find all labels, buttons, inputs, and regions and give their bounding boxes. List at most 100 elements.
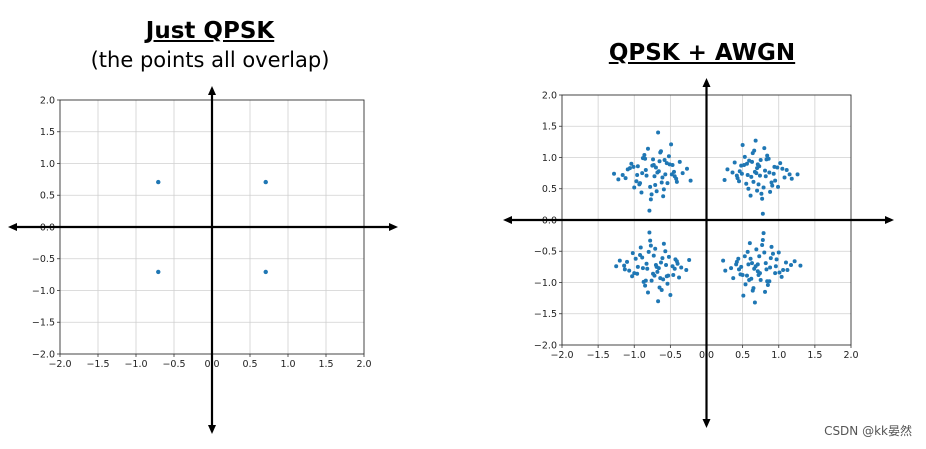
right-x-tick-label: −0.5 <box>659 350 682 361</box>
right-data-point <box>738 272 743 277</box>
right-data-point <box>684 268 689 272</box>
right-x-tick-label: 2.0 <box>843 350 858 361</box>
right-data-point <box>768 189 773 194</box>
right-x-tick-label: 1.0 <box>771 350 786 361</box>
right-data-point <box>663 249 668 254</box>
right-data-point <box>634 179 639 184</box>
right-data-point <box>669 142 674 147</box>
right-y-tick-label: 1.5 <box>542 122 557 133</box>
right-data-point <box>661 277 666 282</box>
right-data-point <box>639 190 644 195</box>
left-x-tick-label: −1.5 <box>86 359 109 370</box>
right-data-point <box>774 257 779 262</box>
right-data-point <box>661 241 666 246</box>
right-data-point <box>638 245 643 250</box>
left-data-point <box>156 269 161 275</box>
right-data-point <box>769 244 774 249</box>
right-y-tick-label: 2.0 <box>542 90 557 101</box>
right-data-point <box>732 160 737 165</box>
right-data-point <box>647 230 652 235</box>
left-y-tick-label: −1.0 <box>32 286 55 297</box>
right-data-point <box>661 194 666 199</box>
right-data-point <box>653 183 658 187</box>
right-data-point <box>643 156 648 161</box>
right-data-point <box>647 208 652 213</box>
left-data-point <box>263 269 268 275</box>
right-data-point <box>764 157 769 162</box>
right-data-point <box>656 130 661 135</box>
right-y-tick-label: −1.5 <box>534 309 557 320</box>
left-y-tick-label: −0.5 <box>32 254 55 265</box>
right-data-point <box>616 177 621 182</box>
right-data-point <box>657 159 662 164</box>
right-data-point <box>795 172 800 177</box>
right-data-point <box>668 293 673 297</box>
right-data-point <box>750 261 755 266</box>
right-data-point <box>769 180 774 185</box>
right-data-point <box>780 166 785 171</box>
right-data-point <box>743 282 748 287</box>
right-data-point <box>629 161 634 166</box>
right-data-point <box>652 273 657 278</box>
right-data-point <box>763 289 768 294</box>
right-data-point <box>740 143 745 147</box>
right-data-point <box>645 146 650 151</box>
right-data-point <box>751 286 756 291</box>
right-data-point <box>770 183 775 188</box>
right-data-point <box>751 179 756 184</box>
right-data-point <box>760 238 765 242</box>
right-data-point <box>781 268 786 272</box>
right-data-point <box>620 173 625 177</box>
right-data-point <box>752 300 757 305</box>
left-y-tick-label: 1.0 <box>40 159 55 170</box>
right-points <box>612 130 803 305</box>
right-data-point <box>761 231 766 236</box>
right-data-point <box>754 247 759 252</box>
left-panel-subtitle: (the points all overlap) <box>90 48 330 72</box>
right-data-point <box>617 258 622 263</box>
right-data-point <box>734 259 739 264</box>
right-data-point <box>746 186 751 191</box>
right-data-point <box>737 179 742 184</box>
right-data-point <box>757 173 762 178</box>
right-data-point <box>632 185 637 190</box>
right-data-point <box>663 172 668 177</box>
left-y-axis-arrowhead-top <box>208 86 216 95</box>
right-data-point <box>623 176 628 181</box>
right-data-point <box>656 299 661 304</box>
right-data-point <box>729 266 734 271</box>
right-data-point <box>758 158 763 162</box>
right-data-point <box>761 185 766 190</box>
right-x-tick-label: 1.5 <box>807 350 822 361</box>
right-data-point <box>643 168 648 172</box>
right-data-point <box>768 256 773 261</box>
right-data-point <box>759 191 764 196</box>
right-data-point <box>645 290 650 295</box>
left-x-tick-label: 2.0 <box>356 359 371 370</box>
right-data-point <box>744 273 749 278</box>
right-data-point <box>721 258 726 263</box>
right-data-point <box>742 154 747 159</box>
right-data-point <box>762 250 767 255</box>
right-data-point <box>649 278 654 283</box>
right-y-tick-label: −1.0 <box>534 278 557 289</box>
right-data-point <box>755 188 760 193</box>
right-data-point <box>659 180 664 185</box>
right-data-point <box>777 270 782 275</box>
left-axes-arrows <box>8 86 398 434</box>
right-data-point <box>767 170 772 175</box>
right-y-tick-label: 1.0 <box>542 153 557 164</box>
right-data-point <box>756 182 761 187</box>
right-data-point <box>640 255 645 260</box>
right-data-point <box>645 266 650 271</box>
right-data-point <box>772 164 777 169</box>
right-data-point <box>747 241 752 246</box>
right-data-point <box>739 264 744 269</box>
left-y-tick-label: 1.5 <box>40 127 55 138</box>
right-data-point <box>739 171 744 176</box>
left-panel-title-block: Just QPSK (the points all overlap) <box>60 18 360 72</box>
left-x-tick-label: 1.5 <box>318 359 333 370</box>
right-data-point <box>643 283 648 288</box>
right-data-point <box>744 161 749 166</box>
right-data-point <box>643 278 648 283</box>
